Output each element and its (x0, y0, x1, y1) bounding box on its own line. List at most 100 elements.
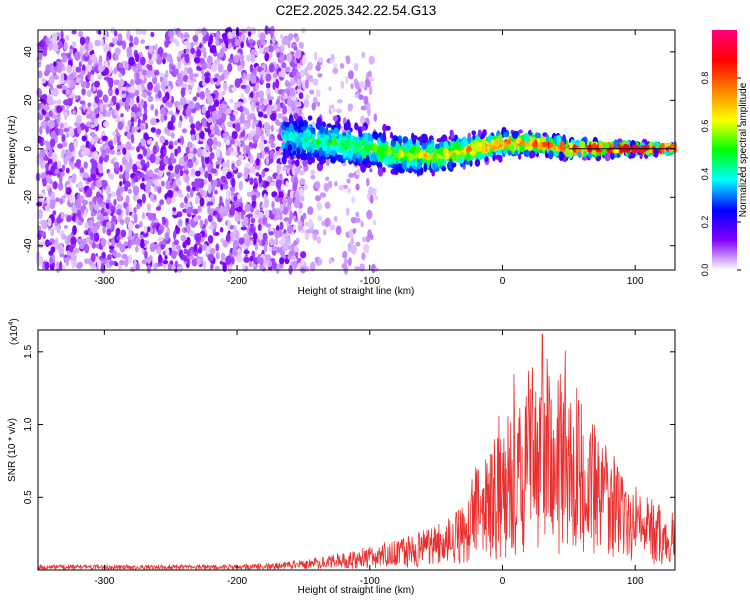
spectrogram-cell (207, 253, 214, 262)
spectrogram-cell (249, 226, 256, 234)
spectrogram-cell (219, 42, 226, 48)
spectrogram-cell (653, 148, 659, 158)
spectrogram-cell (313, 96, 318, 105)
spectrogram-cell (60, 30, 64, 40)
spectrogram-cell (50, 131, 57, 140)
spectrogram-cell (135, 72, 140, 81)
spectrogram-cell (68, 177, 73, 182)
spectrogram-cell (155, 206, 161, 211)
spectrogram-cell (199, 197, 205, 207)
spectrogram-cell (130, 116, 135, 124)
spectrogram-cell (314, 181, 321, 190)
spectrogram-cell (242, 263, 246, 270)
spectrogram-cell (197, 86, 201, 93)
spectrogram-cell (199, 219, 204, 228)
spectrogram-cell (503, 131, 508, 138)
spectrogram-cell (51, 152, 58, 162)
spectrogram-cell (277, 112, 283, 119)
spectrogram-cell (135, 63, 143, 70)
spectrogram-cell (186, 206, 194, 214)
spectrogram-cell (275, 179, 282, 189)
spectrogram-cell (142, 147, 148, 157)
spectrogram-cell (218, 91, 223, 100)
spectrogram-cell (76, 264, 83, 269)
spectrogram-cell (292, 150, 297, 156)
spectrogram-cell (90, 74, 94, 83)
spectrogram-cell (292, 141, 297, 149)
spectrogram-cell (81, 135, 88, 142)
spectrogram-cell (231, 86, 237, 93)
spectrogram-cell (146, 264, 151, 274)
spectrogram-cell (265, 129, 271, 137)
spectrogram-cell (379, 145, 385, 153)
spectrogram-cell (71, 30, 77, 35)
spectrogram-cell (204, 76, 210, 84)
spectrogram-cell (313, 233, 317, 240)
spectrogram-cell (286, 164, 294, 169)
snr-x-axis-label: Height of straight line (km) (298, 585, 415, 596)
spectrogram-cell (226, 159, 230, 169)
spectrogram-cell (298, 41, 304, 49)
spectrogram-cell (545, 134, 550, 142)
spectrogram-cell (255, 126, 262, 137)
spectrogram-cell (79, 45, 86, 53)
spectrogram-cell (458, 141, 465, 146)
spectrogram-cell (328, 258, 333, 265)
spectrogram-cell (45, 36, 50, 45)
spectrogram-cell (77, 125, 82, 135)
spectrogram-cell (222, 132, 228, 138)
spectrogram-cell (160, 243, 165, 250)
spectrogram-cell (519, 144, 525, 153)
spectrogram-cell (255, 101, 260, 107)
spectrogram-cell (411, 135, 418, 141)
spectrogram-cell (297, 220, 303, 227)
spectrogram-cell (240, 84, 247, 90)
spectrogram-cell (106, 56, 110, 61)
spectrogram-cell (126, 102, 130, 112)
spectrogram-cell (199, 43, 203, 49)
spectrogram-cell (604, 152, 611, 162)
spectrogram-cell (315, 64, 321, 72)
spectrogram-cell (254, 134, 260, 141)
snr-y-multiplier-base: (x10 (9, 325, 20, 345)
spectrogram-cell (166, 171, 172, 176)
spectrogram-cell (251, 194, 257, 202)
spectrogram-cell (164, 126, 170, 135)
spectrogram-cell (209, 34, 214, 44)
spectrogram-cell (294, 137, 302, 145)
spectrogram-cell (166, 197, 172, 205)
spectrogram-cell (291, 166, 296, 176)
spectrogram-cell (296, 147, 301, 156)
spectrogram-cell (219, 48, 224, 58)
spectrogram-cell (191, 181, 195, 187)
spectrogram-cell (65, 132, 70, 139)
spectrogram-cell (97, 64, 105, 73)
spectrogram-cell (73, 140, 78, 148)
spectrogram-cell (108, 81, 114, 89)
spectrogram-cell (367, 186, 374, 195)
spectrogram-cell (261, 238, 266, 247)
spectrogram-cell (265, 223, 272, 228)
spectrogram-cell (62, 141, 68, 148)
spectrogram-cell (258, 211, 264, 219)
spectrogram-cell (183, 155, 188, 163)
spectrogram-cell (231, 162, 235, 170)
spectrogram-cell (368, 85, 373, 96)
spectrogram-cell (192, 156, 197, 163)
spectrogram-cell (237, 64, 243, 72)
spectrogram-cell (342, 150, 348, 159)
spectrogram-cell (236, 141, 241, 146)
spectrogram-cell (556, 134, 561, 145)
spectrogram-cell (309, 89, 315, 95)
spectrogram-cell (101, 251, 106, 259)
spectrogram-cell (86, 89, 92, 98)
spectrogram-cell (40, 172, 47, 179)
spectrogram-cell (472, 134, 476, 140)
spectrogram-cell (323, 229, 327, 236)
spectrogram-cell (130, 133, 135, 144)
spectrogram-cell (358, 132, 362, 138)
spectrogram-cell (108, 245, 115, 250)
spectrogram-cell (283, 135, 288, 140)
spectrogram-cell (105, 110, 112, 118)
spectrogram-cell (432, 153, 438, 163)
